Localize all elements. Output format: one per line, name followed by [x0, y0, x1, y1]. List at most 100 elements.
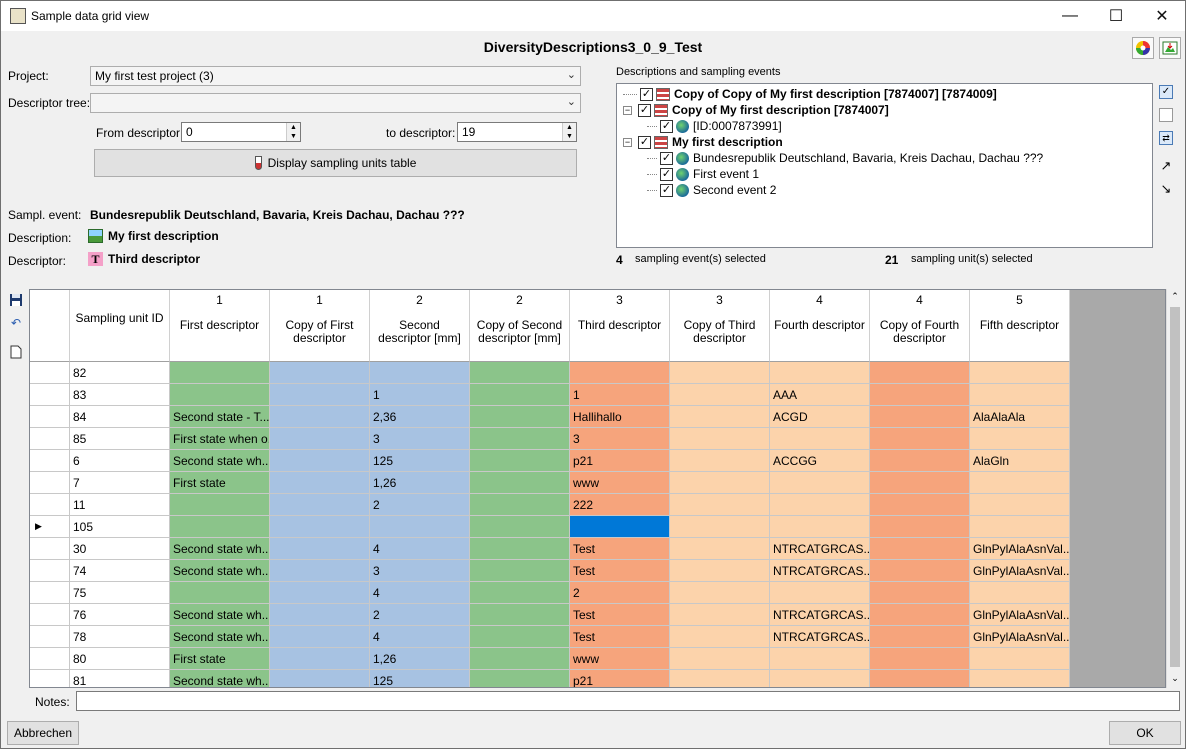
- table-cell[interactable]: [770, 362, 870, 384]
- table-cell[interactable]: [470, 516, 570, 538]
- table-cell[interactable]: [470, 538, 570, 560]
- table-cell[interactable]: [670, 494, 770, 516]
- table-cell[interactable]: NTRCATGRCAS...: [770, 560, 870, 582]
- table-cell[interactable]: [270, 472, 370, 494]
- tree-node[interactable]: − ✓ My first description: [623, 134, 783, 150]
- checkbox-checked-icon[interactable]: ✓: [660, 151, 673, 165]
- table-cell[interactable]: AAA: [770, 384, 870, 406]
- column-header[interactable]: 2 Copy of Second descriptor [mm]: [470, 290, 570, 362]
- table-cell[interactable]: [870, 362, 970, 384]
- table-cell[interactable]: [470, 428, 570, 450]
- sampling-unit-id-cell[interactable]: 6: [70, 450, 170, 472]
- sampling-unit-id-cell[interactable]: 76: [70, 604, 170, 626]
- table-cell[interactable]: p21: [570, 450, 670, 472]
- table-cell[interactable]: [170, 362, 270, 384]
- table-cell[interactable]: [170, 384, 270, 406]
- table-row[interactable]: ▶ 105: [30, 516, 1070, 538]
- table-cell[interactable]: Second state - T...: [170, 406, 270, 428]
- table-cell[interactable]: Second state wh...: [170, 626, 270, 648]
- table-cell[interactable]: [770, 494, 870, 516]
- sampling-unit-id-cell[interactable]: 74: [70, 560, 170, 582]
- table-cell[interactable]: [670, 428, 770, 450]
- table-cell[interactable]: [470, 560, 570, 582]
- table-cell[interactable]: [670, 626, 770, 648]
- table-cell[interactable]: Second state wh...: [170, 538, 270, 560]
- row-header[interactable]: [30, 670, 70, 687]
- table-cell[interactable]: [670, 384, 770, 406]
- table-cell[interactable]: [270, 516, 370, 538]
- color-wheel-icon[interactable]: [1132, 37, 1154, 59]
- sampling-unit-id-cell[interactable]: 81: [70, 670, 170, 687]
- table-cell[interactable]: GlnPylAlaAsnVal...: [970, 560, 1070, 582]
- row-header[interactable]: [30, 560, 70, 582]
- table-cell[interactable]: 3: [370, 560, 470, 582]
- checkbox-checked-icon[interactable]: ✓: [660, 119, 673, 133]
- table-cell[interactable]: 1,26: [370, 648, 470, 670]
- column-header[interactable]: 1 First descriptor: [170, 290, 270, 362]
- table-row[interactable]: 84 Second state - T... 2,36 Hallihallo ACGD A…: [30, 406, 1070, 428]
- table-cell[interactable]: [570, 516, 670, 538]
- table-cell[interactable]: [270, 648, 370, 670]
- checkbox-checked-icon[interactable]: ✓: [660, 183, 673, 197]
- tree-node[interactable]: ✓ [ID:0007873991]: [647, 118, 782, 134]
- column-header[interactable]: 4 Copy of Fourth descriptor: [870, 290, 970, 362]
- table-cell[interactable]: www: [570, 648, 670, 670]
- table-row[interactable]: 11 2 222: [30, 494, 1070, 516]
- to-descriptor-spinner[interactable]: 19 ▲ ▼: [457, 122, 577, 142]
- column-header[interactable]: 5 Fifth descriptor: [970, 290, 1070, 362]
- table-cell[interactable]: [870, 670, 970, 687]
- table-cell[interactable]: 1,26: [370, 472, 470, 494]
- table-cell[interactable]: First state: [170, 472, 270, 494]
- tree-node[interactable]: ✓ Bundesrepublik Deutschland, Bavaria, K…: [647, 150, 1043, 166]
- column-header[interactable]: Sampling unit ID: [70, 290, 170, 362]
- spinner-arrows-icon[interactable]: ▲ ▼: [286, 123, 300, 141]
- tree-node[interactable]: ✓ First event 1: [647, 166, 759, 182]
- table-cell[interactable]: [670, 516, 770, 538]
- table-cell[interactable]: [870, 538, 970, 560]
- column-header[interactable]: 3 Third descriptor: [570, 290, 670, 362]
- sampling-unit-id-cell[interactable]: 11: [70, 494, 170, 516]
- column-header[interactable]: 2 Second descriptor [mm]: [370, 290, 470, 362]
- table-cell[interactable]: Second state wh...: [170, 604, 270, 626]
- column-header[interactable]: 1 Copy of First descriptor: [270, 290, 370, 362]
- table-cell[interactable]: [970, 648, 1070, 670]
- table-cell[interactable]: NTRCATGRCAS...: [770, 604, 870, 626]
- table-row[interactable]: 6 Second state wh... 125 p21 ACCGG AlaGln: [30, 450, 1070, 472]
- table-cell[interactable]: [970, 428, 1070, 450]
- table-row[interactable]: 82: [30, 362, 1070, 384]
- table-cell[interactable]: [470, 670, 570, 687]
- table-cell[interactable]: 125: [370, 670, 470, 687]
- table-cell[interactable]: [970, 472, 1070, 494]
- ok-button[interactable]: OK: [1109, 721, 1181, 745]
- checkbox-checked-icon[interactable]: ✓: [638, 135, 651, 149]
- table-cell[interactable]: 3: [370, 428, 470, 450]
- notes-input[interactable]: [76, 691, 1180, 711]
- table-cell[interactable]: [670, 604, 770, 626]
- table-cell[interactable]: Second state wh...: [170, 450, 270, 472]
- sampling-unit-id-cell[interactable]: 85: [70, 428, 170, 450]
- collapse-icon[interactable]: −: [623, 104, 632, 115]
- table-cell[interactable]: [670, 450, 770, 472]
- table-cell[interactable]: NTRCATGRCAS...: [770, 626, 870, 648]
- tree-node[interactable]: ✓ Copy of Copy of My first description […: [623, 86, 997, 102]
- table-cell[interactable]: [270, 384, 370, 406]
- table-cell[interactable]: [770, 516, 870, 538]
- table-cell[interactable]: [270, 494, 370, 516]
- minimize-button[interactable]: —: [1062, 7, 1078, 24]
- sampling-unit-id-cell[interactable]: 78: [70, 626, 170, 648]
- table-cell[interactable]: [670, 560, 770, 582]
- table-cell[interactable]: Hallihallo: [570, 406, 670, 428]
- table-cell[interactable]: [270, 362, 370, 384]
- undo-icon[interactable]: ↶: [10, 316, 22, 330]
- table-cell[interactable]: [470, 472, 570, 494]
- table-row[interactable]: 81 Second state wh... 125 p21: [30, 670, 1070, 687]
- table-cell[interactable]: [870, 582, 970, 604]
- sampling-unit-id-cell[interactable]: 75: [70, 582, 170, 604]
- project-select[interactable]: My first test project (3) ⌄: [90, 66, 581, 86]
- table-cell[interactable]: GlnPylAlaAsnVal...: [970, 604, 1070, 626]
- table-cell[interactable]: [770, 648, 870, 670]
- table-row[interactable]: 85 First state when o... 3 3: [30, 428, 1070, 450]
- table-cell[interactable]: ACCGG: [770, 450, 870, 472]
- row-header[interactable]: [30, 472, 70, 494]
- table-cell[interactable]: 125: [370, 450, 470, 472]
